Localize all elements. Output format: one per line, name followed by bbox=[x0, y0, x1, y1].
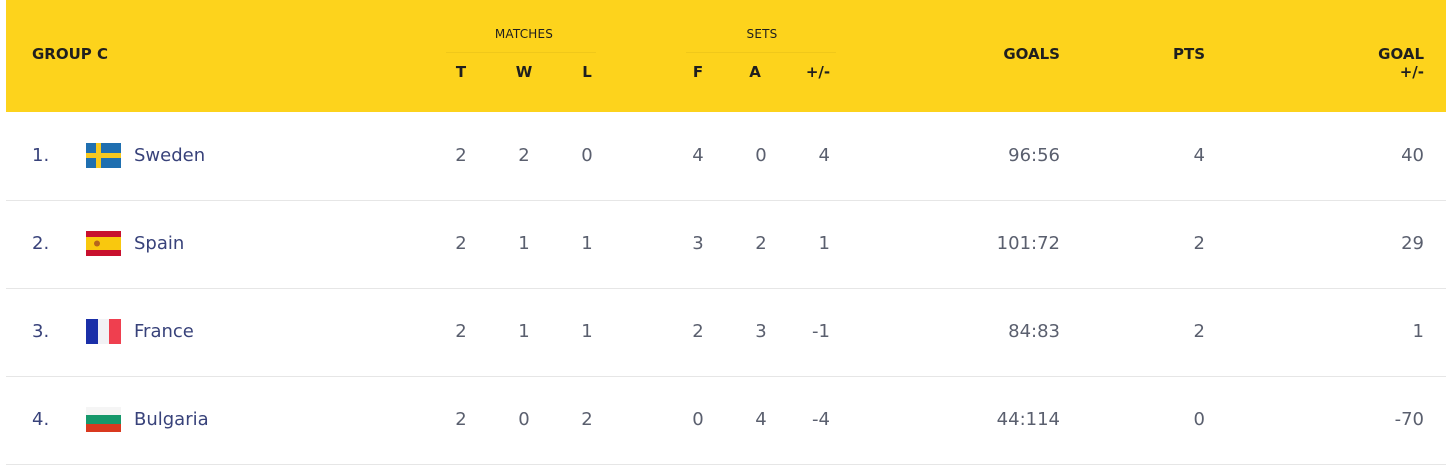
position: 3. bbox=[32, 321, 50, 342]
col-l[interactable]: L bbox=[582, 63, 592, 81]
cell-f: 0 bbox=[692, 409, 704, 430]
col-w[interactable]: W bbox=[515, 63, 533, 81]
position: 1. bbox=[32, 145, 50, 166]
cell-a: 3 bbox=[755, 321, 767, 342]
spain-flag-icon bbox=[86, 231, 121, 256]
cell-goals: 84:83 bbox=[1008, 321, 1060, 342]
team-name[interactable]: Sweden bbox=[134, 145, 206, 166]
position: 4. bbox=[32, 409, 50, 430]
matches-group-label: MATCHES bbox=[494, 27, 554, 41]
cell-pts: 0 bbox=[1193, 409, 1205, 430]
cell-diff: 4 bbox=[818, 145, 830, 166]
sweden-flag-icon bbox=[86, 143, 121, 168]
cell-w: 1 bbox=[518, 233, 530, 254]
cell-t: 2 bbox=[455, 145, 467, 166]
cell-diff: -1 bbox=[812, 321, 830, 342]
cell-diff: 1 bbox=[818, 233, 830, 254]
bulgaria-flag-icon bbox=[86, 407, 121, 432]
cell-l: 0 bbox=[581, 145, 593, 166]
team-name[interactable]: Spain bbox=[134, 233, 185, 254]
col-goals[interactable]: GOALS bbox=[1003, 45, 1060, 63]
col-sets-diff[interactable]: +/- bbox=[805, 63, 831, 81]
cell-f: 2 bbox=[692, 321, 704, 342]
cell-diff: -4 bbox=[812, 409, 830, 430]
cell-goal-diff: 40 bbox=[1401, 145, 1424, 166]
cell-t: 2 bbox=[455, 409, 467, 430]
table-header: GROUP C MATCHES SETS T W L F A +/- GOALS… bbox=[6, 0, 1446, 112]
cell-goal-diff: -70 bbox=[1394, 409, 1424, 430]
cell-w: 0 bbox=[518, 409, 530, 430]
cell-f: 4 bbox=[692, 145, 704, 166]
cell-t: 2 bbox=[455, 321, 467, 342]
cell-l: 1 bbox=[581, 321, 593, 342]
cell-pts: 2 bbox=[1193, 233, 1205, 254]
col-goal-diff[interactable]: GOAL +/- bbox=[1378, 45, 1424, 81]
france-flag-icon bbox=[86, 319, 121, 344]
cell-w: 2 bbox=[518, 145, 530, 166]
cell-a: 4 bbox=[755, 409, 767, 430]
cell-w: 1 bbox=[518, 321, 530, 342]
cell-t: 2 bbox=[455, 233, 467, 254]
sets-group-label: SETS bbox=[746, 27, 778, 41]
cell-goals: 44:114 bbox=[996, 409, 1060, 430]
cell-pts: 2 bbox=[1193, 321, 1205, 342]
table-row[interactable]: 2. Spain 2 1 1 3 2 1 101:72 2 29 bbox=[6, 200, 1446, 289]
col-pts[interactable]: PTS bbox=[1172, 45, 1205, 63]
cell-pts: 4 bbox=[1193, 145, 1205, 166]
cell-goals: 96:56 bbox=[1008, 145, 1060, 166]
team-name[interactable]: France bbox=[134, 321, 194, 342]
cell-goals: 101:72 bbox=[996, 233, 1060, 254]
cell-goal-diff: 29 bbox=[1401, 233, 1424, 254]
col-t[interactable]: T bbox=[455, 63, 467, 81]
group-title: GROUP C bbox=[32, 45, 109, 63]
cell-a: 2 bbox=[755, 233, 767, 254]
cell-f: 3 bbox=[692, 233, 704, 254]
col-a[interactable]: A bbox=[749, 63, 761, 81]
table-row[interactable]: 1. Sweden 2 2 0 4 0 4 96:56 4 40 bbox=[6, 112, 1446, 201]
table-row[interactable]: 4. Bulgaria 2 0 2 0 4 -4 44:114 0 -70 bbox=[6, 376, 1446, 465]
cell-l: 1 bbox=[581, 233, 593, 254]
cell-goal-diff: 1 bbox=[1412, 321, 1424, 342]
col-f[interactable]: F bbox=[692, 63, 704, 81]
position: 2. bbox=[32, 233, 50, 254]
cell-l: 2 bbox=[581, 409, 593, 430]
table-row[interactable]: 3. France 2 1 1 2 3 -1 84:83 2 1 bbox=[6, 288, 1446, 377]
cell-a: 0 bbox=[755, 145, 767, 166]
team-name[interactable]: Bulgaria bbox=[134, 409, 209, 430]
